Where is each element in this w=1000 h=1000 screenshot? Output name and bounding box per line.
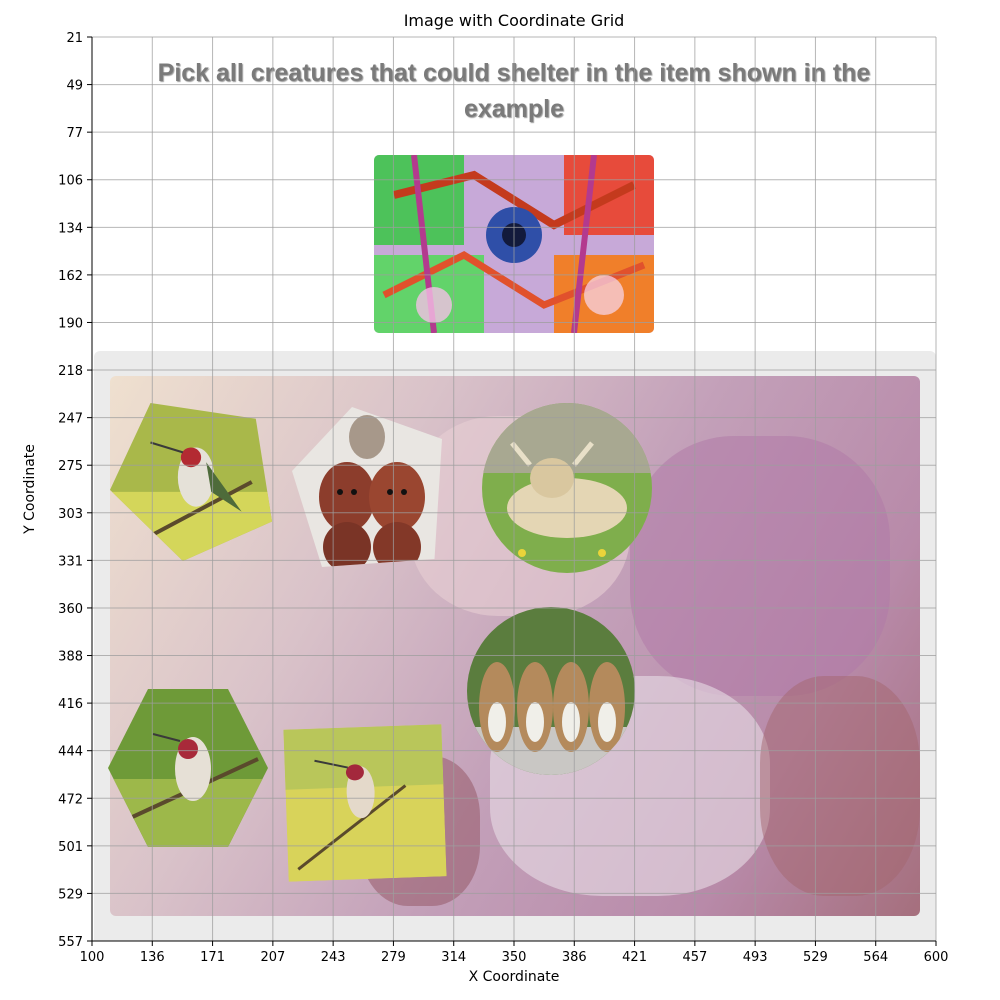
x-tick-label: 600	[924, 950, 949, 965]
y-tick-label: 331	[58, 554, 83, 569]
x-tick-label: 529	[803, 950, 828, 965]
y-tick-label: 106	[58, 174, 83, 189]
figure-title: Image with Coordinate Grid	[403, 11, 625, 30]
y-tick-label: 388	[58, 650, 83, 665]
y-tick-label: 529	[58, 887, 83, 902]
y-tick-label: 21	[66, 31, 83, 46]
y-tick-label: 247	[58, 412, 83, 427]
y-tick-label: 275	[58, 459, 83, 474]
y-tick-label: 557	[58, 935, 83, 950]
y-axis-label: Y Coordinate	[22, 444, 38, 534]
x-tick-label: 314	[441, 950, 466, 965]
x-tick-label: 243	[321, 950, 346, 965]
x-tick-label: 457	[682, 950, 707, 965]
x-tick-label: 136	[140, 950, 165, 965]
x-tick-label: 171	[200, 950, 225, 965]
y-tick-label: 190	[58, 316, 83, 331]
y-tick-label: 218	[58, 364, 83, 379]
y-tick-label: 303	[58, 507, 83, 522]
x-axis-label: X Coordinate	[468, 969, 560, 985]
screenshot-area: Pick all creatures that could shelter in…	[92, 37, 936, 941]
x-tick-label: 564	[863, 950, 888, 965]
x-tick-label: 421	[622, 950, 647, 965]
example-image	[374, 155, 654, 333]
x-tick-label: 207	[260, 950, 285, 965]
x-tick-label: 100	[80, 950, 105, 965]
y-tick-label: 416	[58, 697, 83, 712]
x-tick-label: 386	[562, 950, 587, 965]
option-hummingbird-square[interactable]	[283, 724, 447, 882]
x-tick-label: 350	[502, 950, 527, 965]
captcha-prompt: Pick all creatures that could shelter in…	[157, 59, 871, 123]
y-tick-label: 444	[58, 745, 83, 760]
y-tick-label: 472	[58, 792, 83, 807]
y-tick-label: 77	[66, 126, 83, 141]
y-tick-label: 134	[58, 221, 83, 236]
y-tick-label: 49	[66, 79, 83, 94]
y-tick-label: 162	[58, 269, 83, 284]
x-tick-label: 279	[381, 950, 406, 965]
option-cow[interactable]	[482, 403, 652, 573]
option-kittens[interactable]	[467, 607, 635, 775]
y-tick-label: 501	[58, 840, 83, 855]
x-tick-label: 493	[743, 950, 768, 965]
y-tick-label: 360	[58, 602, 83, 617]
